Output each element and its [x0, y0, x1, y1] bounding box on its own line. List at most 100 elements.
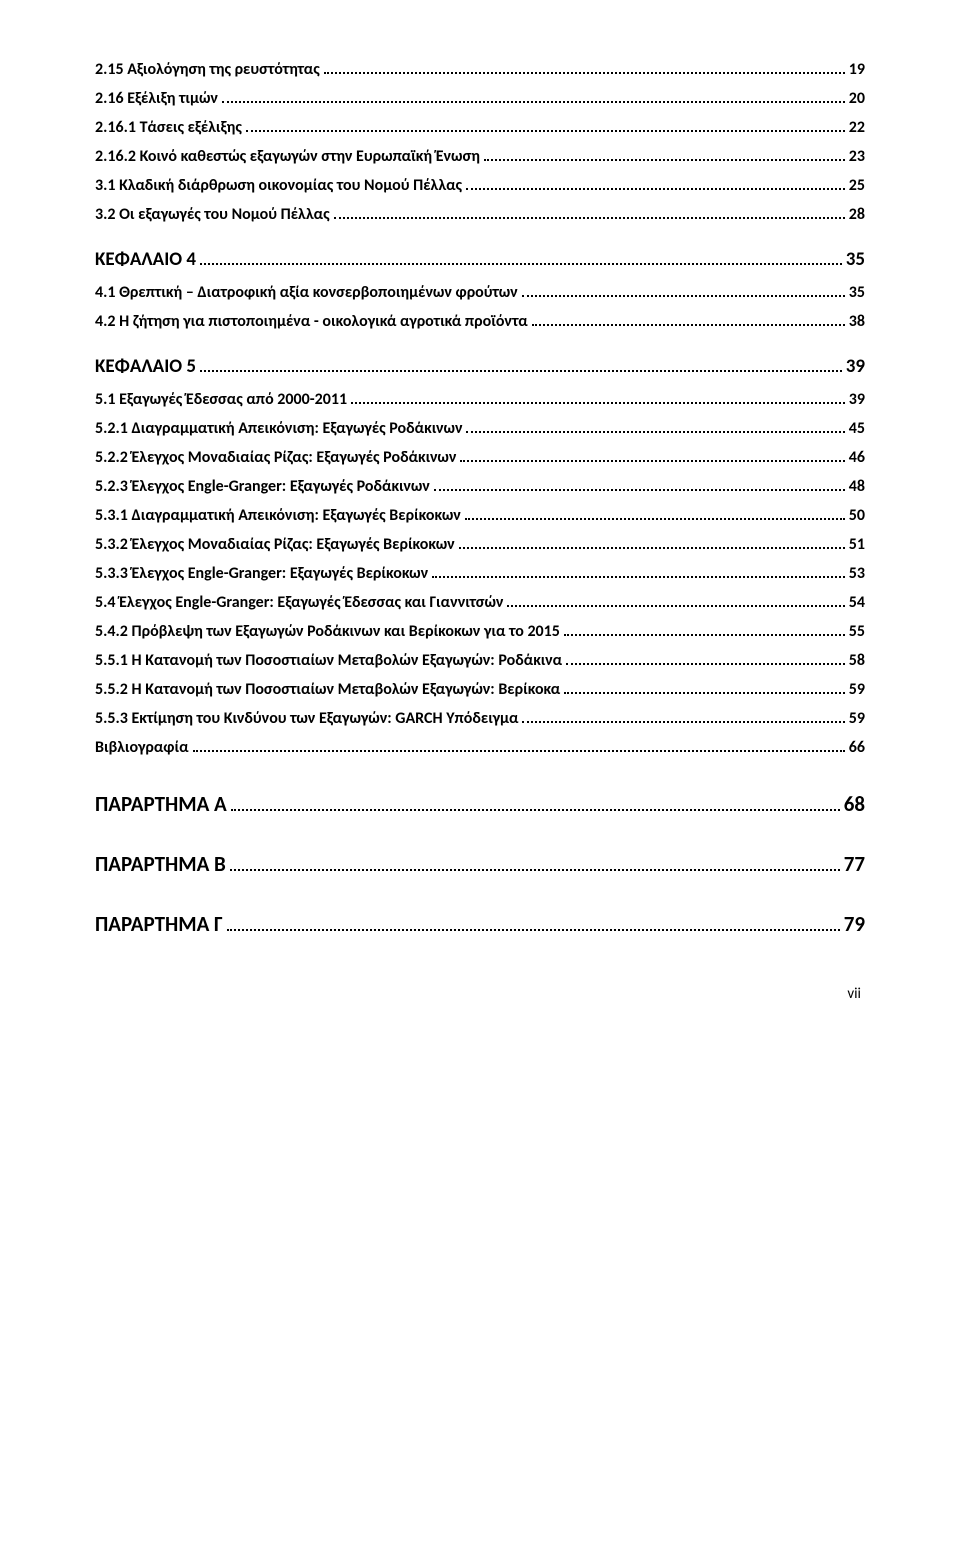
toc-entry-label: 4.1 Θρεπτική – Διατροφική αξία κονσερβοπ…	[95, 283, 518, 302]
toc-entry: ΠΑΡΑΡΤΗΜΑ Γ 79	[95, 911, 865, 937]
toc-leader-dots	[200, 263, 842, 265]
toc-entry-page: 68	[844, 791, 865, 817]
toc-entry-label: Βιβλιογραφία	[95, 738, 189, 757]
toc-leader-dots	[351, 402, 845, 404]
toc-entry: 4.2 Η ζήτηση για πιστοποιημένα - οικολογ…	[95, 312, 865, 331]
toc-entry-page: 59	[849, 709, 865, 728]
toc-entry: 2.16.2 Κοινό καθεστώς εξαγωγών στην Ευρω…	[95, 147, 865, 166]
toc-entry-label: 5.4.2 Πρόβλεψη των Εξαγωγών Ροδάκινων κα…	[95, 622, 560, 641]
toc-entry: 5.4.2 Πρόβλεψη των Εξαγωγών Ροδάκινων κα…	[95, 622, 865, 641]
toc-entry-page: 20	[849, 89, 865, 108]
toc-entry-label: 5.3.2 Έλεγχος Μοναδιαίας Ρίζας: Εξαγωγές…	[95, 535, 455, 554]
toc-leader-dots	[230, 869, 840, 871]
toc-entry-label: 5.2.1 Διαγραμματική Απεικόνιση: Εξαγωγές…	[95, 419, 462, 438]
toc-entry: 5.3.1 Διαγραμματική Απεικόνιση: Εξαγωγές…	[95, 506, 865, 525]
toc-entry: Βιβλιογραφία 66	[95, 738, 865, 757]
toc-entry-page: 28	[849, 205, 865, 224]
table-of-contents: 2.15 Αξιολόγηση της ρευστότητας 19 2.16 Εξ…	[95, 60, 865, 937]
toc-leader-dots	[465, 518, 845, 520]
toc-entry-page: 25	[849, 176, 865, 195]
toc-entry-label: 2.16.1 Τάσεις εξέλιξης	[95, 118, 242, 137]
toc-entry-page: 59	[849, 680, 865, 699]
toc-entry: 5.1 Εξαγωγές Έδεσσας από 2000-2011 39	[95, 390, 865, 409]
toc-entry: 5.3.3 Έλεγχος Engle-Granger: Εξαγωγές Βε…	[95, 564, 865, 583]
toc-leader-dots	[466, 431, 844, 433]
toc-leader-dots	[231, 809, 840, 811]
toc-entry-label: 2.16 Εξέλιξη τιμών	[95, 89, 218, 108]
toc-entry-page: 46	[849, 448, 865, 467]
toc-entry-label: 5.1 Εξαγωγές Έδεσσας από 2000-2011	[95, 390, 347, 409]
toc-entry-page: 66	[849, 738, 865, 757]
toc-entry-label: 4.2 Η ζήτηση για πιστοποιημένα - οικολογ…	[95, 312, 528, 331]
toc-leader-dots	[566, 663, 845, 665]
toc-entry: 5.2.3 Έλεγχος Engle-Granger: Εξαγωγές Ρο…	[95, 477, 865, 496]
toc-entry-page: 79	[844, 911, 865, 937]
toc-entry-label: 5.5.2 Η Κατανομή των Ποσοστιαίων Μεταβολ…	[95, 680, 560, 699]
toc-entry: 5.4 Έλεγχος Engle-Granger: Εξαγωγές Έδεσ…	[95, 593, 865, 612]
toc-leader-dots	[484, 159, 845, 161]
toc-entry-page: 45	[849, 419, 865, 438]
toc-entry-page: 38	[849, 312, 865, 331]
toc-entry-label: ΚΕΦΑΛΑΙΟ 5	[95, 355, 196, 378]
toc-entry-page: 39	[846, 355, 865, 378]
toc-leader-dots	[564, 692, 845, 694]
toc-entry-page: 22	[849, 118, 865, 137]
toc-leader-dots	[532, 324, 845, 326]
toc-entry-page: 50	[849, 506, 865, 525]
toc-entry-label: 5.5.1 Η Κατανομή των Ποσοστιαίων Μεταβολ…	[95, 651, 562, 670]
toc-entry-label: ΠΑΡΑΡΤΗΜΑ Α	[95, 791, 227, 817]
toc-entry-page: 19	[849, 60, 865, 79]
toc-entry-label: 5.2.2 Έλεγχος Μοναδιαίας Ρίζας: Εξαγωγές…	[95, 448, 456, 467]
toc-leader-dots	[246, 130, 845, 132]
toc-entry: 2.16 Εξέλιξη τιμών 20	[95, 89, 865, 108]
toc-entry: 4.1 Θρεπτική – Διατροφική αξία κονσερβοπ…	[95, 283, 865, 302]
toc-entry-label: 2.15 Αξιολόγηση της ρευστότητας	[95, 60, 320, 79]
toc-entry: ΠΑΡΑΡΤΗΜΑ Β 77	[95, 851, 865, 877]
toc-entry-page: 35	[846, 248, 865, 271]
toc-entry-label: ΠΑΡΑΡΤΗΜΑ Γ	[95, 911, 223, 937]
toc-entry: 5.2.1 Διαγραμματική Απεικόνιση: Εξαγωγές…	[95, 419, 865, 438]
toc-entry-page: 53	[849, 564, 865, 583]
toc-entry: ΠΑΡΑΡΤΗΜΑ Α 68	[95, 791, 865, 817]
toc-entry-label: ΠΑΡΑΡΤΗΜΑ Β	[95, 851, 226, 877]
toc-entry-label: ΚΕΦΑΛΑΙΟ 4	[95, 248, 196, 271]
toc-entry-label: 5.2.3 Έλεγχος Engle-Granger: Εξαγωγές Ρο…	[95, 477, 430, 496]
toc-leader-dots	[227, 929, 840, 931]
toc-entry: ΚΕΦΑΛΑΙΟ 4 35	[95, 248, 865, 271]
toc-leader-dots	[222, 101, 845, 103]
toc-leader-dots	[324, 72, 845, 74]
toc-entry-page: 55	[849, 622, 865, 641]
page-number-footer: vii	[95, 985, 865, 1003]
toc-entry-page: 51	[849, 535, 865, 554]
toc-entry-label: 3.2 Οι εξαγωγές του Νομού Πέλλας	[95, 205, 330, 224]
toc-entry: 3.2 Οι εξαγωγές του Νομού Πέλλας 28	[95, 205, 865, 224]
toc-entry-page: 77	[844, 851, 865, 877]
toc-leader-dots	[507, 605, 844, 607]
toc-entry-label: 3.1 Κλαδική διάρθρωση οικονομίας του Νομ…	[95, 176, 462, 195]
toc-entry: 2.15 Αξιολόγηση της ρευστότητας 19	[95, 60, 865, 79]
toc-entry-label: 5.4 Έλεγχος Engle-Granger: Εξαγωγές Έδεσ…	[95, 593, 503, 612]
toc-leader-dots	[434, 489, 845, 491]
toc-entry-page: 39	[849, 390, 865, 409]
toc-entry: 5.2.2 Έλεγχος Μοναδιαίας Ρίζας: Εξαγωγές…	[95, 448, 865, 467]
toc-entry: 5.5.1 Η Κατανομή των Ποσοστιαίων Μεταβολ…	[95, 651, 865, 670]
toc-entry-label: 5.3.1 Διαγραμματική Απεικόνιση: Εξαγωγές…	[95, 506, 461, 525]
toc-entry: 2.16.1 Τάσεις εξέλιξης 22	[95, 118, 865, 137]
toc-entry: 5.5.2 Η Κατανομή των Ποσοστιαίων Μεταβολ…	[95, 680, 865, 699]
toc-entry: 5.5.3 Εκτίμηση του Κινδύνου των Εξαγωγών…	[95, 709, 865, 728]
toc-leader-dots	[522, 295, 845, 297]
toc-entry: 5.3.2 Έλεγχος Μοναδιαίας Ρίζας: Εξαγωγές…	[95, 535, 865, 554]
toc-entry-page: 23	[849, 147, 865, 166]
toc-leader-dots	[460, 460, 844, 462]
toc-leader-dots	[334, 217, 845, 219]
toc-entry-label: 2.16.2 Κοινό καθεστώς εξαγωγών στην Ευρω…	[95, 147, 480, 166]
toc-entry-page: 35	[849, 283, 865, 302]
toc-leader-dots	[459, 547, 845, 549]
toc-entry: ΚΕΦΑΛΑΙΟ 5 39	[95, 355, 865, 378]
toc-leader-dots	[193, 750, 845, 752]
toc-entry: 3.1 Κλαδική διάρθρωση οικονομίας του Νομ…	[95, 176, 865, 195]
toc-leader-dots	[200, 370, 842, 372]
toc-entry-page: 58	[849, 651, 865, 670]
toc-leader-dots	[564, 634, 845, 636]
toc-leader-dots	[432, 576, 845, 578]
